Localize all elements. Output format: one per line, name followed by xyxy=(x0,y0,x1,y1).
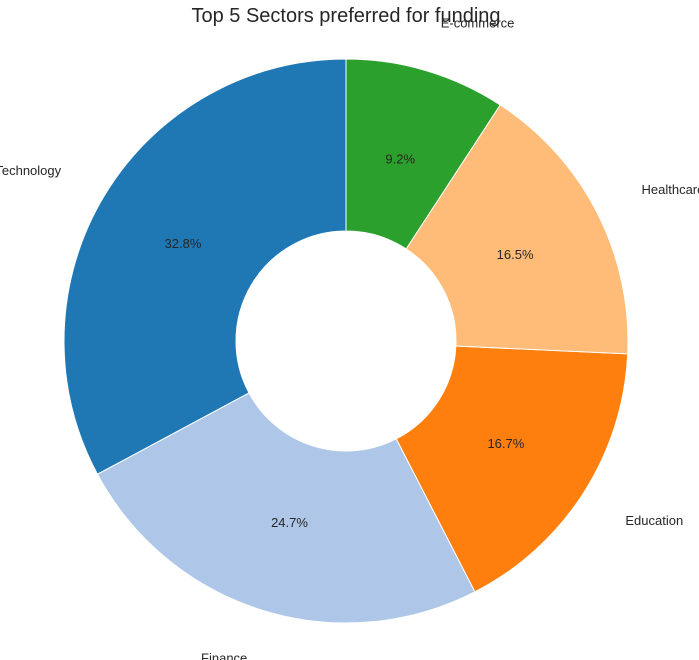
percentage-label-e-commerce: 9.2% xyxy=(385,151,415,166)
percentage-label-education: 16.7% xyxy=(487,436,524,451)
slice-education xyxy=(395,345,629,593)
slice-technology xyxy=(63,58,347,475)
category-label-technology: Technology xyxy=(0,163,62,178)
category-label-finance: Finance xyxy=(201,650,247,660)
category-label-group: Technology Finance Education Healthcare E-co… xyxy=(0,15,699,660)
chart-title: Top 5 Sectors preferred for funding xyxy=(191,5,501,27)
slice-e-commerce xyxy=(345,58,501,250)
percentage-label-technology: 32.8% xyxy=(165,236,202,251)
slice-group xyxy=(63,58,629,624)
percentage-label-healthcare: 16.5% xyxy=(497,247,534,262)
category-label-healthcare: Healthcare xyxy=(642,182,699,197)
category-label-e-commerce: E-commerce xyxy=(441,15,515,30)
percentage-label-group: 32.8% 24.7% 16.7% 16.5% 9.2% xyxy=(165,151,534,530)
percentage-label-finance: 24.7% xyxy=(271,515,308,530)
slice-finance xyxy=(96,392,476,624)
category-label-education: Education xyxy=(625,513,683,528)
slice-healthcare xyxy=(405,104,629,355)
